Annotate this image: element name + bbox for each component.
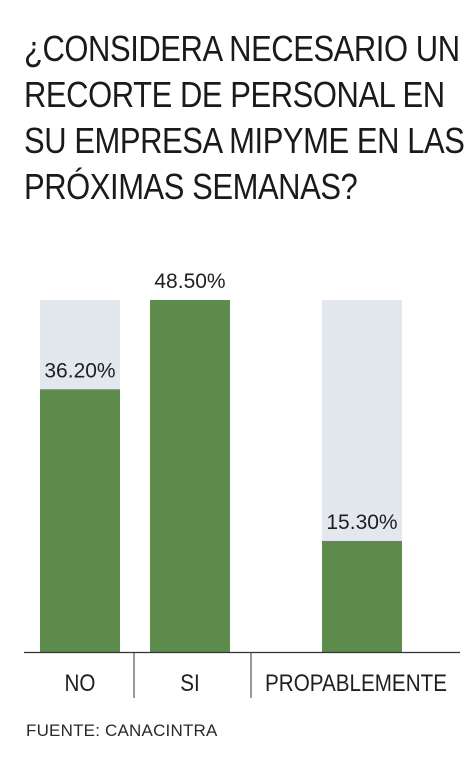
x-tick-label-0: NO bbox=[65, 670, 96, 697]
title-line-2: RECORTE DE PERSONAL EN bbox=[24, 74, 445, 115]
data-label-0: 36.20% bbox=[44, 359, 115, 382]
title-line-4: PRÓXIMAS SEMANAS? bbox=[24, 166, 358, 207]
bar-2 bbox=[322, 540, 402, 652]
title-line-3: SU EMPRESA MIPYME EN LAS bbox=[24, 120, 465, 161]
chart-title: ¿CONSIDERA NECESARIO UN RECORTE DE PERSO… bbox=[24, 26, 465, 210]
title-line-1: ¿CONSIDERA NECESARIO UN bbox=[24, 28, 460, 69]
x-tick-label-2: PROPABLEMENTE bbox=[265, 670, 447, 697]
source-note: FUENTE: CANACINTRA bbox=[26, 721, 218, 740]
bar-1 bbox=[150, 300, 230, 652]
data-label-1: 48.50% bbox=[154, 270, 225, 293]
bar-0 bbox=[40, 389, 120, 652]
data-label-2: 15.30% bbox=[326, 511, 397, 534]
x-tick-label-1: SI bbox=[180, 670, 199, 697]
